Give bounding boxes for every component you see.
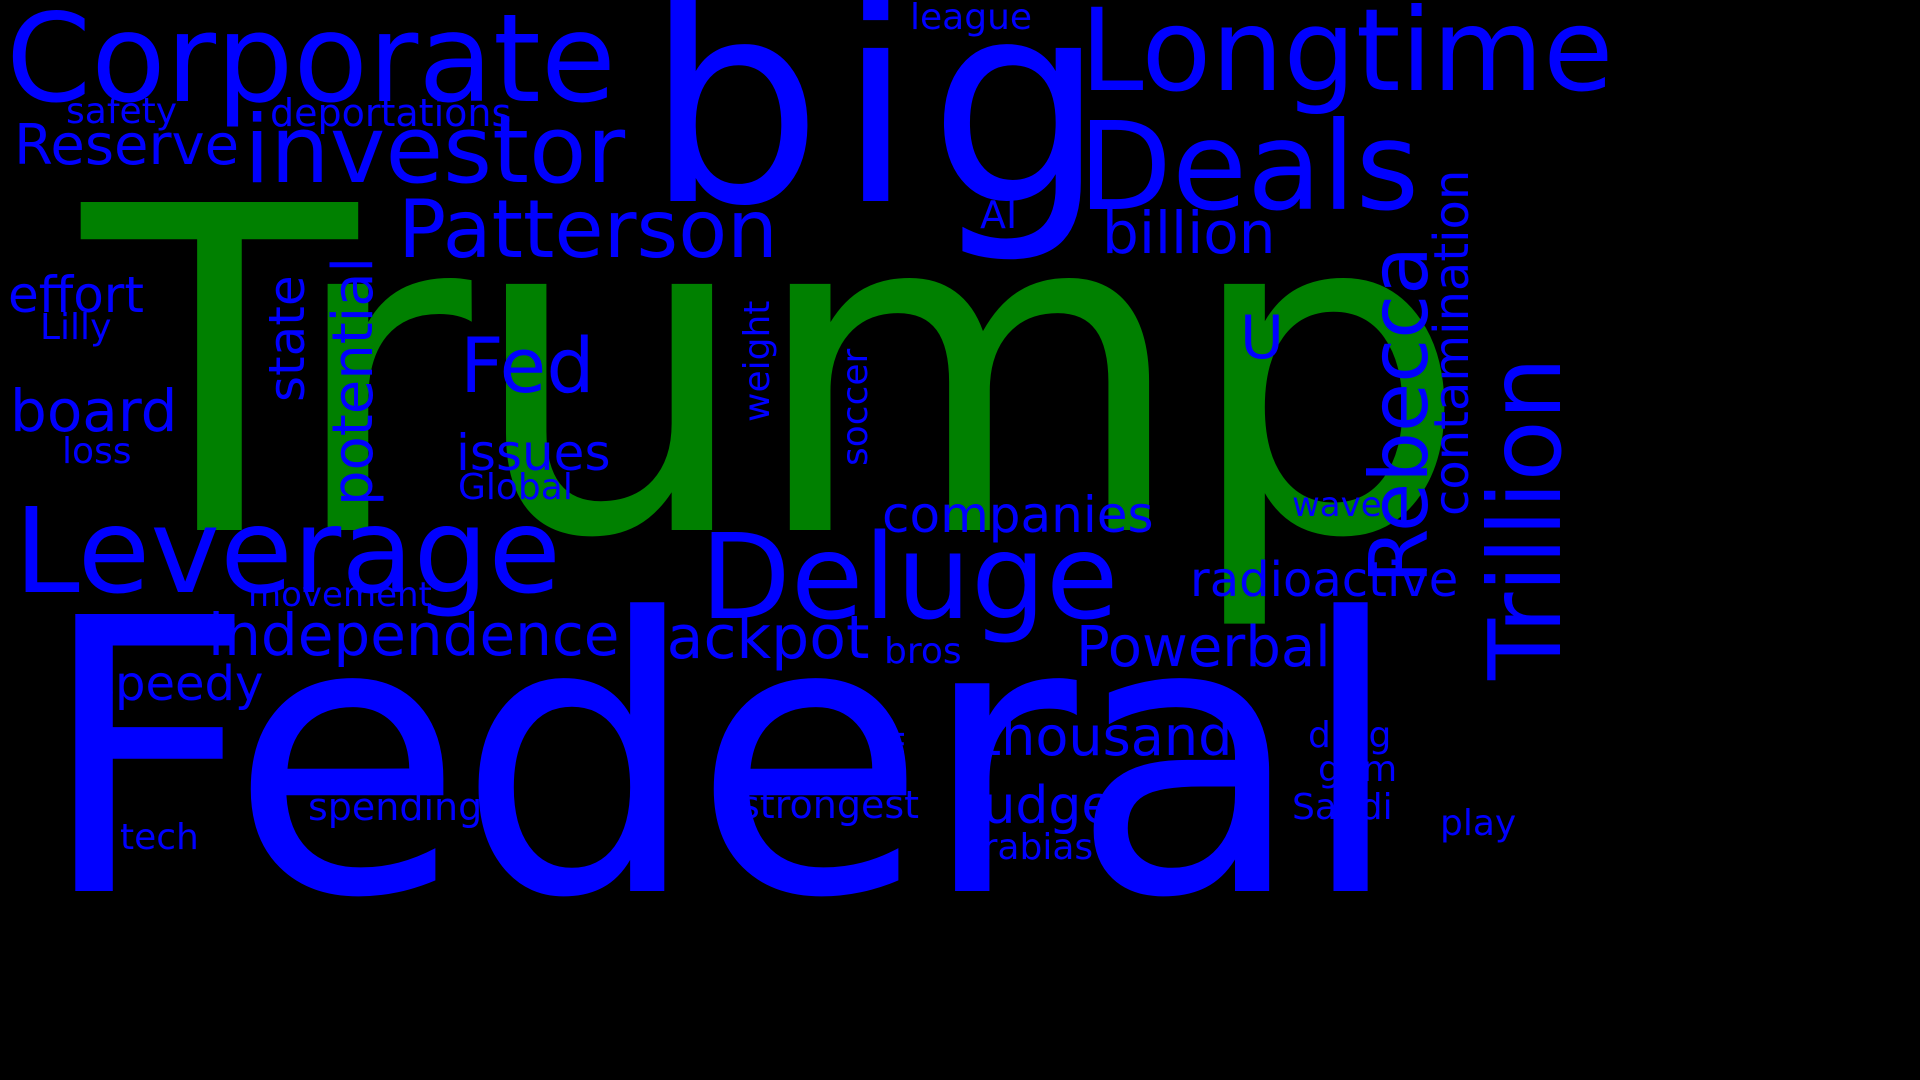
word-longtime: Longtime (1080, 0, 1614, 117)
word-radioactive: radioactive (1190, 552, 1459, 608)
word-lilly: Lilly (40, 307, 112, 348)
word-deluge: Deluge (700, 508, 1119, 646)
word-companies: companies (882, 486, 1154, 544)
word-u: U (1240, 303, 1284, 373)
word-arabias: Arabias (958, 827, 1094, 868)
word-weight: weight (737, 300, 778, 422)
word-deals: Deals (1078, 96, 1420, 238)
word-soccer: soccer (835, 348, 876, 466)
word-speedy: speedy (90, 656, 264, 712)
word-fed: Fed (460, 321, 595, 410)
word-investor: investor (244, 96, 626, 205)
word-trillion: Trillion (1467, 356, 1584, 680)
word-play: play (1440, 803, 1517, 844)
word-billion: billion (1102, 199, 1276, 267)
word-big: big (645, 0, 1121, 268)
word-leverage: Leverage (14, 482, 562, 620)
word-judge: judge (968, 776, 1114, 836)
word-independence: independence (208, 601, 620, 669)
word-powerball: Powerball (1076, 615, 1347, 680)
word-federal: Federal (38, 538, 1403, 981)
word-contamination: contamination (1424, 169, 1480, 516)
word-tech: tech (120, 817, 199, 858)
word-drug: drug (1308, 715, 1392, 756)
word-safety: safety (66, 91, 178, 132)
word-effort: effort (8, 266, 144, 324)
word-loss: loss (62, 431, 132, 472)
word-movement: movement (248, 575, 432, 615)
word-spending: spending (308, 785, 483, 829)
word-deportations: deportations (270, 91, 512, 135)
word-saudi: Saudi (1292, 787, 1393, 828)
word-global: Global (458, 467, 573, 508)
word-board: board (10, 377, 178, 445)
word-strongest: strongest (740, 783, 920, 827)
word-league: league (910, 0, 1033, 38)
word-trump: Trump (82, 113, 1469, 637)
word-gym: gym (1318, 749, 1398, 790)
word-patterson: Patterson (398, 183, 778, 276)
word-eli: Eli (873, 729, 913, 770)
word-potential: potential (321, 256, 386, 506)
word-state: state (258, 275, 316, 402)
word-bros: bros (884, 631, 962, 672)
word-wave: wave (1292, 485, 1382, 525)
word-reserve: Reserve (14, 113, 240, 178)
word-corporate: Corporate (6, 0, 616, 130)
word-thousands: thousands (980, 705, 1261, 768)
word-ai: AI (980, 193, 1018, 237)
word-issues: issues (456, 424, 611, 482)
word-s: S (1330, 663, 1369, 733)
word-jackpot: jackpot (650, 603, 870, 673)
